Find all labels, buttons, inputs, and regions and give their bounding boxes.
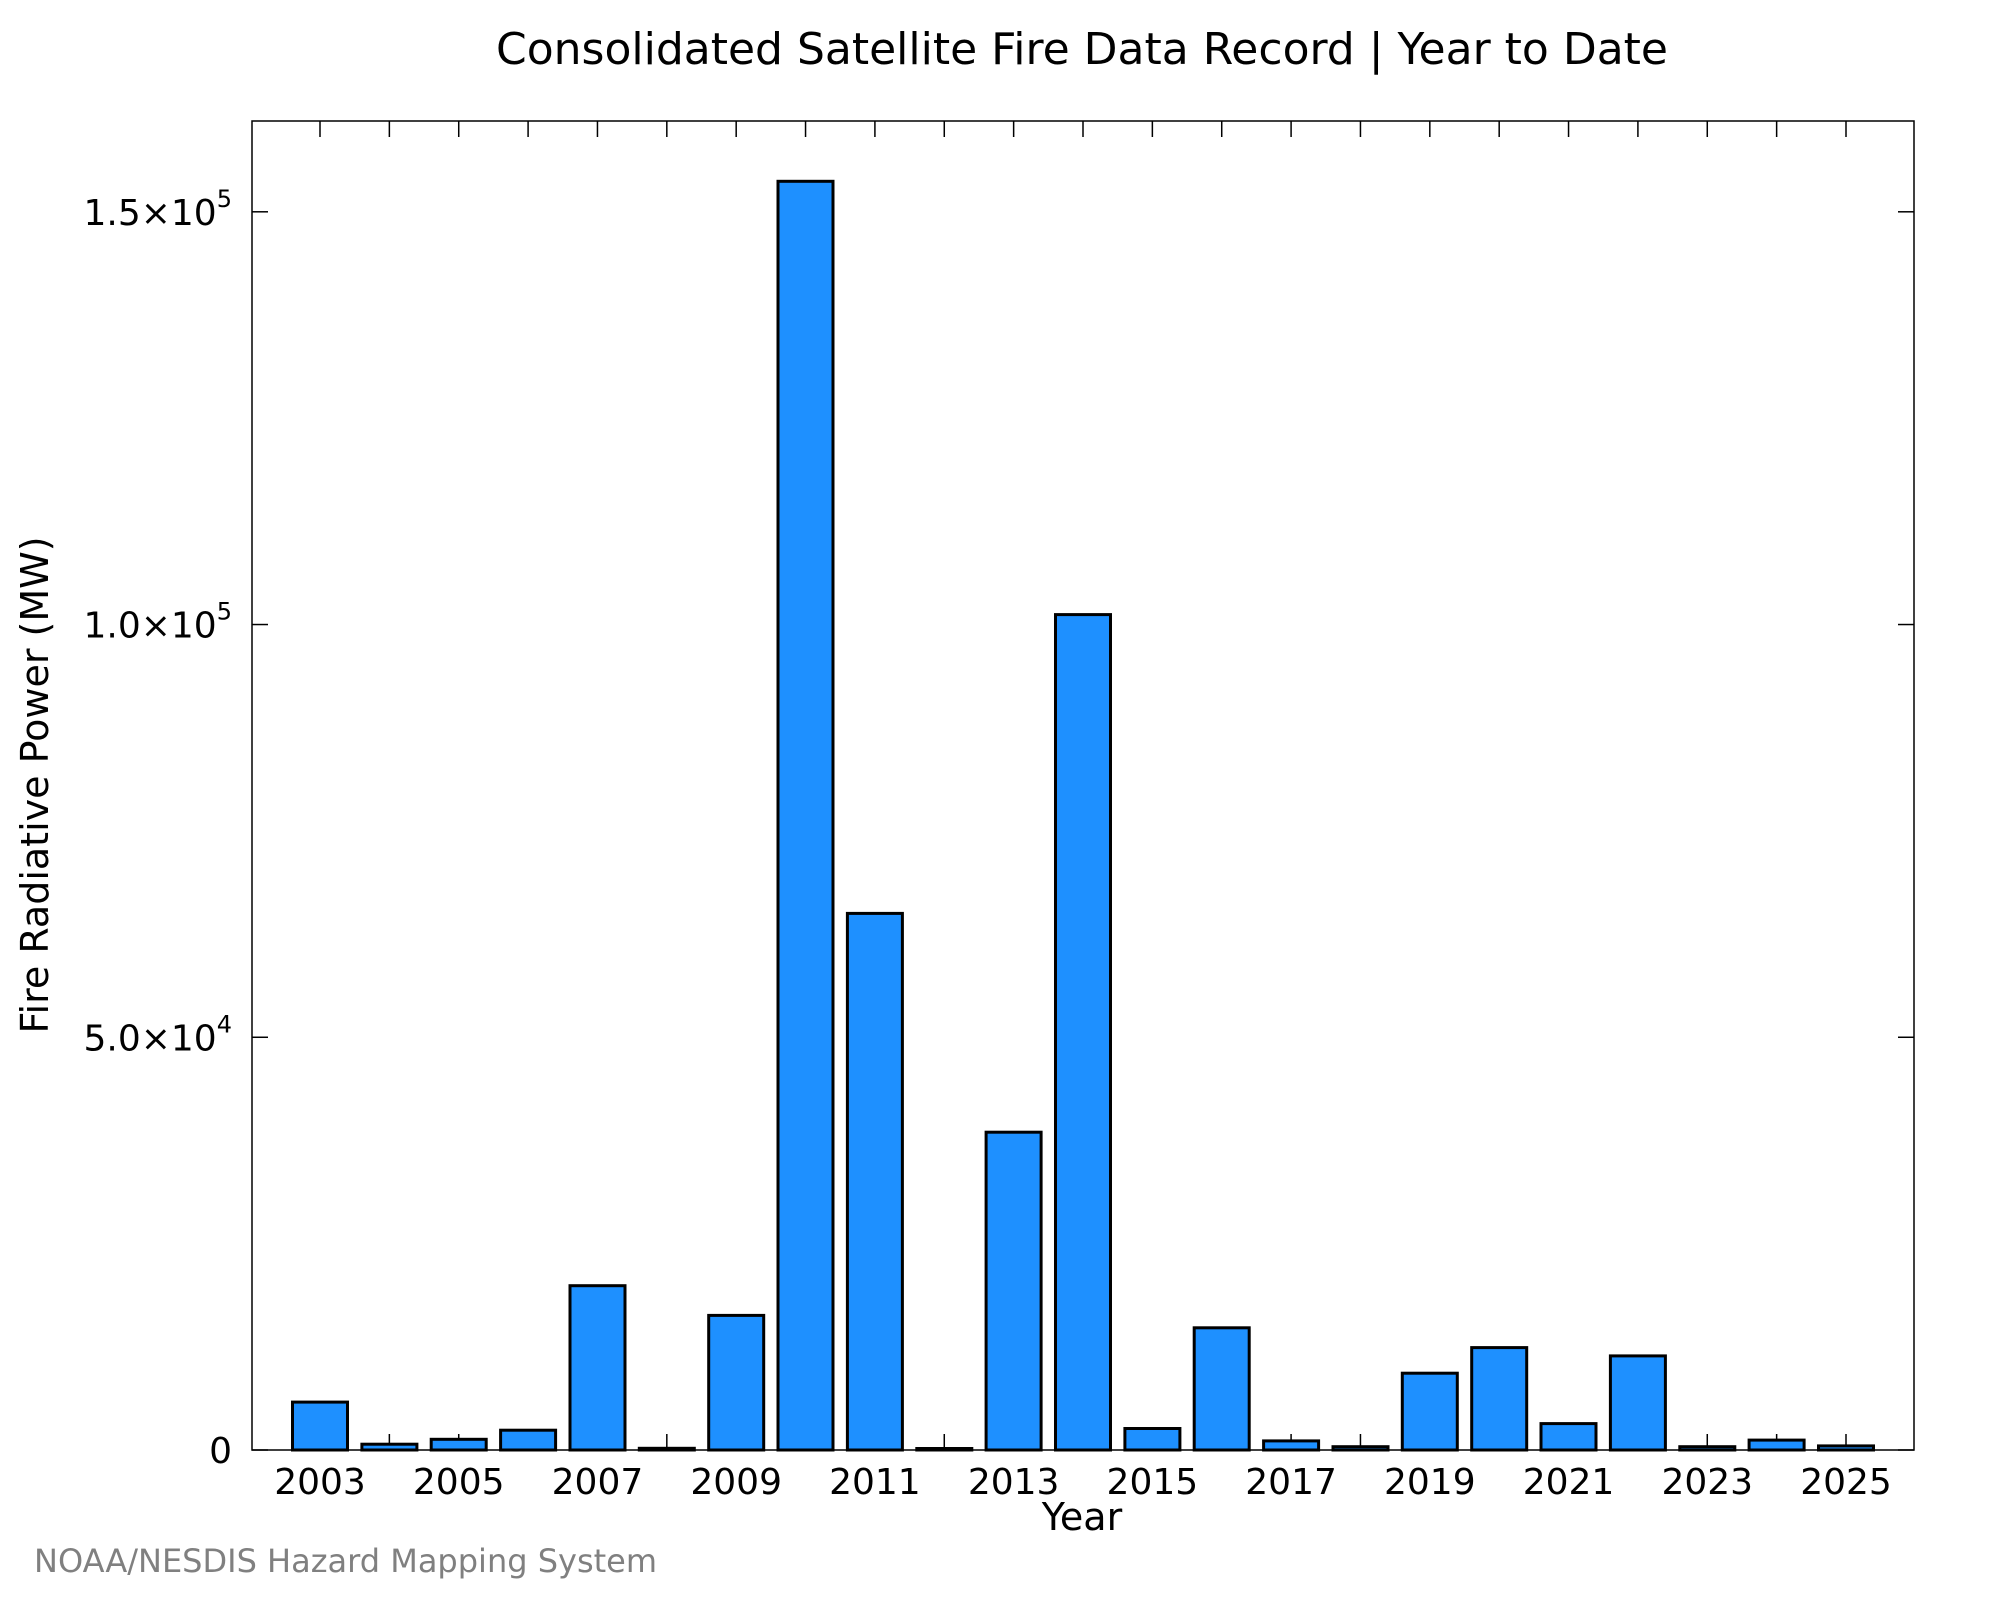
y-tick-label-100000: 1.0×105 — [83, 598, 232, 647]
bar-2022 — [1608, 1354, 1667, 1452]
bar-2012 — [915, 1447, 974, 1452]
x-tick-label-2023: 2023 — [1661, 1462, 1753, 1503]
bar-2009 — [707, 1313, 766, 1452]
x-tick-label-2021: 2021 — [1523, 1462, 1615, 1503]
y-tick-label-150000: 1.5×105 — [83, 185, 232, 234]
x-tick-label-2017: 2017 — [1245, 1462, 1337, 1503]
x-tick-label-2003: 2003 — [274, 1462, 366, 1503]
x-tick-label-2007: 2007 — [552, 1462, 644, 1503]
bar-2004 — [360, 1442, 419, 1452]
bar-2013 — [984, 1130, 1043, 1452]
bar-2023 — [1678, 1445, 1737, 1452]
bar-2008 — [637, 1446, 696, 1452]
x-tick-label-2013: 2013 — [968, 1462, 1060, 1503]
x-tick-label-2015: 2015 — [1107, 1462, 1199, 1503]
bar-2011 — [845, 911, 904, 1452]
x-tick-label-2025: 2025 — [1800, 1462, 1892, 1503]
bar-2025 — [1817, 1444, 1875, 1452]
x-tick-label-2011: 2011 — [829, 1462, 921, 1503]
x-axis: 2003 2005 2007 2009 2011 2013 2015 2017 2019 2021… — [274, 121, 1892, 1503]
source-credit: NOAA/NESDIS Hazard Mapping System — [34, 1542, 657, 1580]
bar-2018 — [1331, 1445, 1390, 1452]
y-tick-label-50000: 5.0×104 — [83, 1010, 232, 1059]
bar-2019 — [1400, 1371, 1459, 1452]
bar-2003 — [291, 1400, 349, 1452]
bar-2024 — [1747, 1438, 1806, 1452]
bar-2020 — [1470, 1346, 1529, 1452]
bar-2014 — [1054, 613, 1112, 1452]
bar-2021 — [1539, 1422, 1598, 1452]
bar-2010 — [776, 179, 835, 1452]
x-axis-label: Year — [1041, 1495, 1123, 1539]
y-axis: 0 5.0×104 1.0×105 1.5×105 — [83, 185, 1914, 1472]
x-tick-label-2005: 2005 — [413, 1462, 505, 1503]
bar-2017 — [1262, 1439, 1321, 1452]
chart-title: Consolidated Satellite Fire Data Record … — [496, 24, 1668, 75]
bar-2015 — [1123, 1427, 1182, 1452]
bar-2007 — [568, 1284, 627, 1452]
y-axis-label: Fire Radiative Power (MW) — [13, 536, 57, 1033]
y-tick-label-0: 0 — [209, 1431, 232, 1472]
bar-2005 — [429, 1437, 488, 1452]
x-tick-label-2009: 2009 — [690, 1462, 782, 1503]
x-tick-label-2019: 2019 — [1384, 1462, 1476, 1503]
bar-2016 — [1192, 1326, 1251, 1452]
bar-series — [291, 179, 1875, 1452]
bar-2006 — [499, 1428, 558, 1452]
